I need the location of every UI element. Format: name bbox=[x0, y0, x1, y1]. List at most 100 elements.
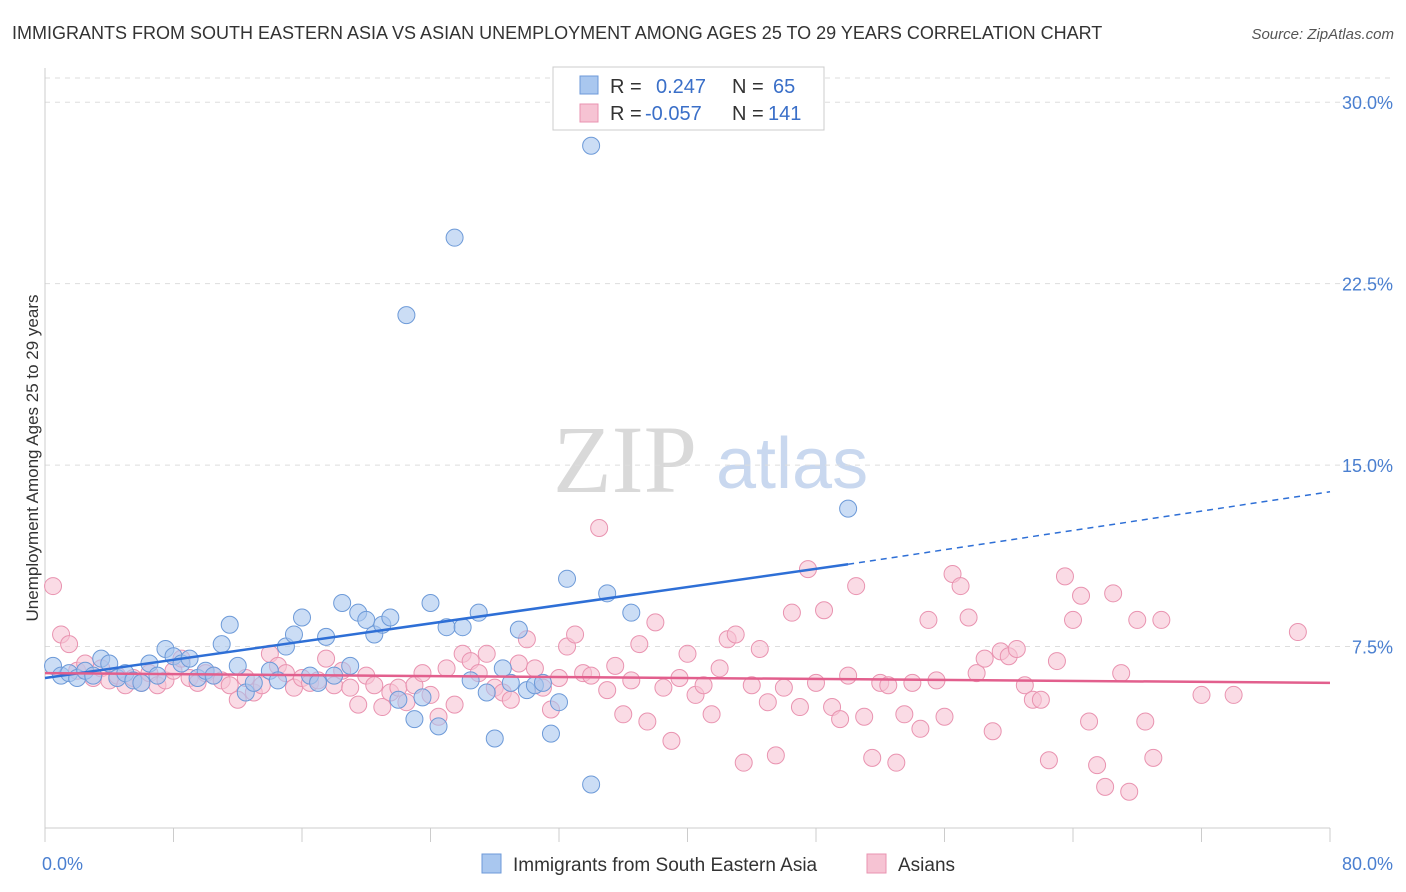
asians-point bbox=[847, 577, 866, 596]
immigrants-point bbox=[148, 666, 167, 685]
asians-point bbox=[815, 601, 834, 620]
asians-point bbox=[60, 635, 79, 654]
asians-point bbox=[1288, 623, 1307, 642]
asians-point bbox=[678, 644, 697, 663]
asians-point bbox=[758, 693, 777, 712]
asians-point bbox=[1064, 610, 1082, 629]
asians-point bbox=[638, 712, 657, 731]
asians-point bbox=[911, 719, 930, 738]
legend-swatch-asians bbox=[579, 103, 599, 123]
asians-point bbox=[341, 678, 360, 697]
asians-point bbox=[646, 613, 665, 632]
legend-n-value-1: 65 bbox=[773, 76, 795, 98]
asians-point bbox=[726, 625, 745, 644]
asians-point bbox=[509, 654, 528, 673]
asians-trend-line bbox=[44, 671, 1331, 685]
y-tick-label: 30.0% bbox=[1342, 93, 1393, 113]
chart-source: Source: ZipAtlas.com bbox=[1251, 26, 1394, 43]
asians-point bbox=[1055, 567, 1074, 586]
asians-point bbox=[855, 707, 874, 726]
immigrants-point bbox=[453, 618, 472, 637]
x-tick-label-min: 0.0% bbox=[42, 854, 83, 874]
asians-point bbox=[654, 678, 673, 697]
x-tick-label-max: 80.0% bbox=[1342, 854, 1393, 874]
asians-point bbox=[863, 748, 882, 767]
immigrants-point bbox=[582, 136, 601, 155]
immigrants-point bbox=[501, 673, 520, 692]
immigrants-point bbox=[622, 603, 641, 622]
asians-point bbox=[349, 695, 368, 714]
immigrants-point bbox=[389, 690, 408, 709]
asians-point bbox=[1031, 690, 1050, 709]
asians-point bbox=[1088, 756, 1107, 775]
asians-point bbox=[895, 705, 914, 724]
asians-point bbox=[975, 649, 994, 668]
y-axis-label: Unemployment Among Ages 25 to 29 years bbox=[23, 295, 42, 622]
immigrants-point bbox=[839, 499, 858, 518]
immigrants-point bbox=[212, 635, 231, 654]
asians-point bbox=[590, 519, 609, 537]
chart-title: IMMIGRANTS FROM SOUTH EASTERN ASIA VS AS… bbox=[12, 23, 1102, 43]
asians-point bbox=[750, 639, 769, 658]
watermark-atlas: atlas bbox=[716, 424, 868, 504]
asians-point bbox=[614, 705, 633, 724]
asians-point bbox=[1136, 712, 1155, 731]
immigrants-point bbox=[333, 594, 352, 612]
asians-point bbox=[220, 676, 239, 695]
asians-point bbox=[630, 635, 649, 654]
asians-point bbox=[831, 710, 850, 729]
asians-point bbox=[742, 676, 761, 695]
asians-point bbox=[903, 673, 922, 692]
asians-point bbox=[317, 649, 336, 668]
asians-point bbox=[790, 698, 809, 717]
asians-point bbox=[919, 610, 938, 629]
asians-point bbox=[44, 577, 63, 596]
asians-point bbox=[959, 608, 978, 627]
asians-point bbox=[1039, 751, 1058, 770]
immigrants-point bbox=[582, 775, 601, 794]
asians-point bbox=[1096, 777, 1115, 796]
immigrants-point bbox=[550, 693, 568, 712]
immigrants-point bbox=[445, 228, 464, 247]
legend-r-label-2: R = bbox=[610, 103, 642, 125]
legend-n-label-2: N = bbox=[732, 103, 764, 125]
y-tick-label: 7.5% bbox=[1352, 638, 1393, 658]
asians-point bbox=[373, 698, 392, 717]
asians-point bbox=[951, 577, 970, 596]
trend-lines bbox=[44, 490, 1331, 685]
immigrants-point bbox=[341, 656, 360, 675]
watermark-zip: ZIP bbox=[553, 406, 697, 513]
asians-point bbox=[1128, 610, 1147, 629]
immigrants-trend-extension bbox=[848, 490, 1331, 566]
asians-point bbox=[1007, 639, 1026, 658]
asians-point bbox=[702, 705, 721, 724]
asians-point bbox=[774, 678, 793, 697]
asians-point bbox=[1104, 584, 1123, 603]
asians-point bbox=[566, 625, 585, 644]
asians-point bbox=[807, 673, 825, 692]
immigrants-point bbox=[429, 717, 448, 736]
asians-point bbox=[413, 664, 432, 683]
asians-point bbox=[365, 676, 384, 695]
bottom-legend-label-immigrants: Immigrants from South Eastern Asia bbox=[513, 855, 818, 876]
axes-layer: 7.5% 15.0% 22.5% 30.0% 0.0% 80.0% bbox=[42, 68, 1393, 874]
immigrants-point bbox=[309, 673, 328, 692]
asians-point bbox=[983, 722, 1002, 741]
asians-point bbox=[967, 664, 986, 683]
y-tick-label: 15.0% bbox=[1342, 456, 1393, 476]
asians-point bbox=[935, 707, 954, 726]
legend-r-value-2: -0.057 bbox=[645, 103, 702, 125]
legend-r-value-1: 0.247 bbox=[656, 76, 706, 98]
immigrants-point bbox=[220, 615, 239, 634]
asians-point bbox=[1047, 652, 1066, 671]
bottom-legend-label-asians: Asians bbox=[898, 855, 955, 876]
asians-point bbox=[879, 676, 898, 695]
asians-point bbox=[839, 666, 858, 685]
asians-point bbox=[622, 671, 641, 690]
asians-point bbox=[694, 676, 713, 695]
y-tick-label: 22.5% bbox=[1342, 275, 1393, 295]
asians-point bbox=[1224, 685, 1243, 704]
asians-point bbox=[582, 666, 601, 685]
asians-point bbox=[598, 681, 617, 700]
